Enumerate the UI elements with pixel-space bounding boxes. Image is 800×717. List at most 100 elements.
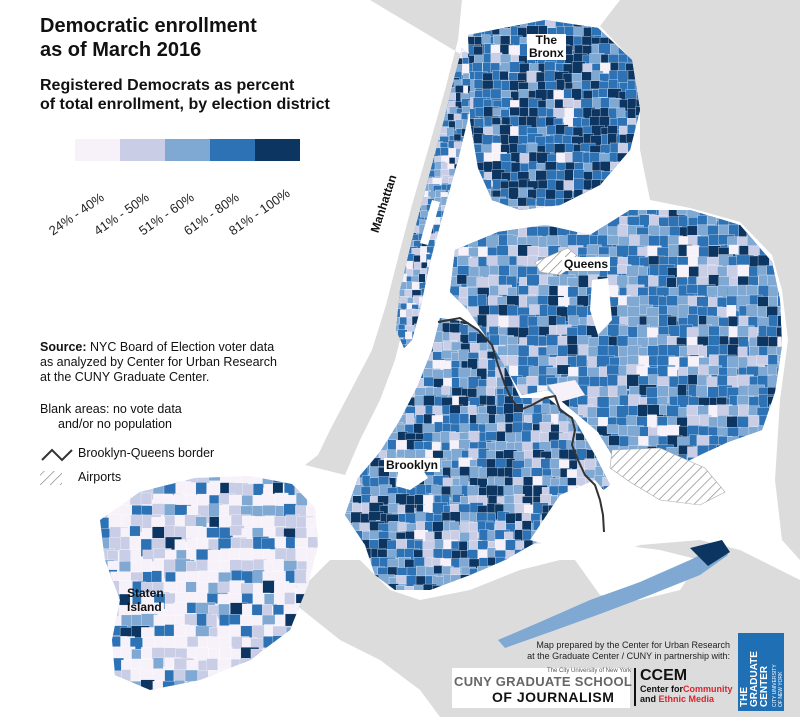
district-tile xyxy=(457,304,468,316)
district-tile xyxy=(415,334,431,345)
district-tile xyxy=(468,207,474,210)
label-queens: Queens xyxy=(562,257,611,271)
jfk-airport xyxy=(609,447,726,506)
credit-note: Map prepared by the Center for Urban Res… xyxy=(440,640,730,662)
logo-separator xyxy=(634,668,636,706)
district-tile xyxy=(608,210,620,216)
district-tile xyxy=(317,503,318,516)
district-tile xyxy=(306,691,326,705)
district-tile xyxy=(306,659,318,677)
district-tile xyxy=(580,205,596,210)
district-tile xyxy=(272,670,287,690)
district-tile xyxy=(100,625,113,642)
district-tile xyxy=(240,669,254,680)
district-tile xyxy=(469,168,478,177)
district-tile xyxy=(441,232,452,242)
district-tile xyxy=(413,352,424,362)
district-tile xyxy=(261,537,277,551)
district-tile xyxy=(468,197,477,210)
district-tile xyxy=(597,215,608,226)
district-tile xyxy=(600,198,615,209)
district-tile xyxy=(418,309,430,319)
district-tile xyxy=(405,344,419,348)
district-tile xyxy=(738,404,749,417)
district-tile xyxy=(174,680,185,690)
district-tile xyxy=(163,693,178,708)
district-tile xyxy=(748,275,759,287)
district-tile xyxy=(220,691,231,708)
district-tile xyxy=(517,215,528,227)
district-tile xyxy=(455,198,464,206)
district-tile xyxy=(466,224,482,236)
district-tile xyxy=(468,189,478,202)
district-tile xyxy=(468,210,481,218)
district-tile xyxy=(486,376,497,389)
district-tile xyxy=(413,337,423,348)
district-tile xyxy=(590,198,605,210)
district-tile xyxy=(208,679,229,690)
district-tile xyxy=(455,177,465,185)
district-tile xyxy=(418,317,431,326)
district-tile xyxy=(626,415,639,426)
district-tile xyxy=(252,681,264,690)
district-tile xyxy=(627,108,636,119)
district-tile xyxy=(433,295,445,305)
district-tile xyxy=(218,658,233,671)
district-tile xyxy=(448,225,461,236)
district-tile xyxy=(207,692,220,708)
district-tile xyxy=(395,395,406,412)
title-line-1: Democratic enrollment xyxy=(40,15,257,37)
district-tile xyxy=(398,368,411,380)
district-tile xyxy=(361,448,374,460)
district-tile xyxy=(648,275,659,287)
district-tile xyxy=(474,170,485,187)
district-tile xyxy=(239,547,254,560)
blank-line-1: Blank areas: no vote data xyxy=(40,402,182,416)
district-tile xyxy=(777,295,782,313)
district-tile xyxy=(777,315,782,334)
district-tile xyxy=(687,255,699,267)
blank-areas-note: Blank areas: no vote data and/or no popu… xyxy=(40,402,182,432)
district-tile xyxy=(422,423,436,434)
district-tile xyxy=(389,376,399,386)
district-tile xyxy=(461,197,475,207)
district-tile xyxy=(422,583,437,590)
district-tile xyxy=(377,549,389,558)
district-tile xyxy=(500,217,516,229)
district-tile xyxy=(352,549,365,561)
district-tile xyxy=(100,668,112,684)
legend-swatch-4 xyxy=(255,139,300,161)
district-tile xyxy=(523,539,535,555)
district-tile xyxy=(607,181,623,191)
district-tile xyxy=(197,681,211,690)
district-tile xyxy=(396,376,411,389)
district-tile xyxy=(295,657,310,677)
district-tile xyxy=(618,190,629,204)
label-staten-2: Island xyxy=(127,600,162,614)
district-tile xyxy=(100,681,114,690)
district-tile xyxy=(307,671,318,684)
district-tile xyxy=(462,170,473,184)
district-tile xyxy=(602,477,610,491)
district-tile xyxy=(458,396,469,407)
district-tile xyxy=(441,211,450,219)
source-text-3: at the CUNY Graduate Center. xyxy=(40,370,210,384)
district-tile xyxy=(318,670,337,690)
district-tile xyxy=(272,647,288,658)
district-tile xyxy=(229,548,241,559)
district-tile xyxy=(468,188,482,199)
district-tile xyxy=(387,394,404,411)
district-tile xyxy=(476,225,492,237)
map-subtitle: Registered Democrats as percent of total… xyxy=(40,76,330,114)
district-tile xyxy=(668,216,679,228)
district-tile xyxy=(747,466,765,475)
district-tile xyxy=(478,210,495,219)
district-tile xyxy=(474,206,486,210)
central-park xyxy=(420,200,440,245)
district-tile xyxy=(557,285,570,298)
brooklyn-queens-border xyxy=(437,316,605,533)
district-tile xyxy=(468,150,477,160)
district-tile xyxy=(284,680,302,690)
district-tile xyxy=(728,445,742,458)
